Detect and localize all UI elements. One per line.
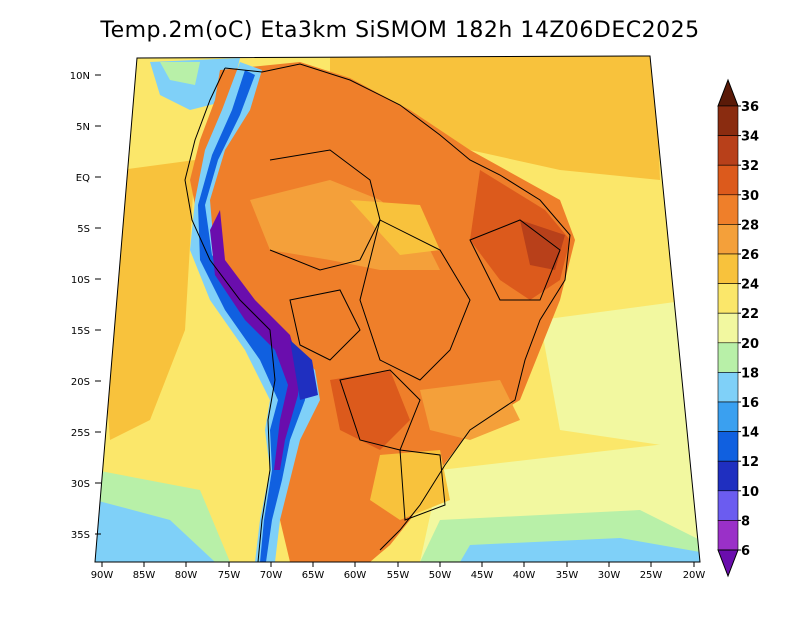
lat-label: 20S xyxy=(71,377,90,388)
field-pacific-warm xyxy=(100,160,195,440)
lon-label: 25W xyxy=(640,570,663,581)
field-southeast-brazil xyxy=(420,380,520,440)
field-caribbean-green xyxy=(160,62,200,85)
field-southeast-colder xyxy=(460,538,700,562)
lon-label: 40W xyxy=(513,570,536,581)
lat-label: 10N xyxy=(70,71,90,82)
lon-label: 65W xyxy=(302,570,325,581)
colorbar-segment xyxy=(717,342,739,373)
colorbar-segment xyxy=(717,283,739,314)
country-borders xyxy=(184,63,571,563)
temperature-field xyxy=(95,56,700,562)
colorbar-segment xyxy=(717,312,739,344)
lat-label: 5N xyxy=(76,122,90,133)
border-uruguay xyxy=(399,449,446,521)
field-andes-coldest xyxy=(210,210,300,470)
map-title: Temp.2m(oC) Eta3km SiSMOM 182h 14Z06DEC2… xyxy=(100,18,700,43)
border-paraguay xyxy=(339,369,421,451)
colorbar-label: 18 xyxy=(741,366,759,381)
lat-label: 10S xyxy=(71,275,90,286)
colorbar-label: 24 xyxy=(741,278,759,293)
lon-label: 70W xyxy=(260,570,283,581)
colorbar-label: 14 xyxy=(741,426,759,441)
lon-label: 30W xyxy=(598,570,621,581)
border-northeast xyxy=(469,219,561,301)
map-frame xyxy=(94,55,701,563)
field-atlantic-cool-patch xyxy=(540,300,695,450)
border-bolivia xyxy=(289,289,361,361)
colorbar-segment xyxy=(717,224,739,255)
colorbar: 6 8 10 12 14 16 18 20 22 24 26 28 30 32 34 36 xyxy=(717,78,759,578)
lon-label: 90W xyxy=(91,570,114,581)
colorbar-label: 28 xyxy=(741,218,759,233)
lon-label: 35W xyxy=(556,570,579,581)
lat-label: 5S xyxy=(77,224,90,235)
field-uruguay-mild xyxy=(370,450,450,520)
lat-label: 15S xyxy=(71,326,90,337)
colorbar-segment xyxy=(717,520,739,551)
lon-label: 60W xyxy=(344,570,367,581)
colorbar-label: 34 xyxy=(741,130,759,145)
colorbar-min-arrow xyxy=(717,549,739,578)
lat-label: EQ xyxy=(76,173,90,184)
colorbar-segment xyxy=(717,105,739,136)
lon-label: 85W xyxy=(133,570,156,581)
colorbar-label: 16 xyxy=(741,396,759,411)
lon-label: 75W xyxy=(218,570,241,581)
lat-label: 30S xyxy=(71,479,90,490)
lon-label: 55W xyxy=(387,570,410,581)
border-central xyxy=(359,219,471,381)
lat-axis: 10N 5N EQ 5S 10S 15S 20S 25S 30S 35S xyxy=(70,71,101,541)
lat-label: 35S xyxy=(71,530,90,541)
lon-label: 50W xyxy=(429,570,452,581)
colorbar-segment xyxy=(717,164,739,196)
colorbar-label: 10 xyxy=(741,485,759,500)
colorbar-label: 22 xyxy=(741,307,759,322)
field-northeast-hottest xyxy=(520,220,565,270)
colorbar-label: 8 xyxy=(741,514,750,529)
lat-label: 25S xyxy=(71,428,90,439)
colorbar-label: 30 xyxy=(741,189,759,204)
colorbar-segment xyxy=(717,401,739,432)
lon-axis: 90W 85W 80W 75W 70W 65W 60W 55W 50W 45W … xyxy=(91,562,706,581)
colorbar-segment xyxy=(717,431,739,462)
field-chaco-hot xyxy=(330,370,410,450)
colorbar-max-arrow xyxy=(717,78,739,107)
colorbar-segment xyxy=(717,194,739,225)
colorbar-segment xyxy=(717,253,739,284)
field-southwest-colder xyxy=(95,500,215,562)
colorbar-segment xyxy=(717,490,739,521)
colorbar-segment xyxy=(717,135,739,166)
field-altiplano-cold xyxy=(290,340,318,400)
colorbar-label: 36 xyxy=(741,100,759,115)
lon-label: 80W xyxy=(175,570,198,581)
colorbar-label: 20 xyxy=(741,337,759,352)
colorbar-segment xyxy=(717,372,739,403)
field-warm-atlantic xyxy=(330,56,660,180)
colorbar-label: 26 xyxy=(741,248,759,263)
atlantic-coastline xyxy=(224,63,571,551)
colorbar-label: 6 xyxy=(741,544,750,559)
colorbar-label: 32 xyxy=(741,159,759,174)
colorbar-label: 12 xyxy=(741,455,759,470)
colorbar-segment xyxy=(717,460,739,492)
lon-label: 20W xyxy=(683,570,706,581)
lon-label: 45W xyxy=(471,570,494,581)
pacific-coastline xyxy=(184,67,276,563)
field-amazon-warm xyxy=(250,180,440,270)
